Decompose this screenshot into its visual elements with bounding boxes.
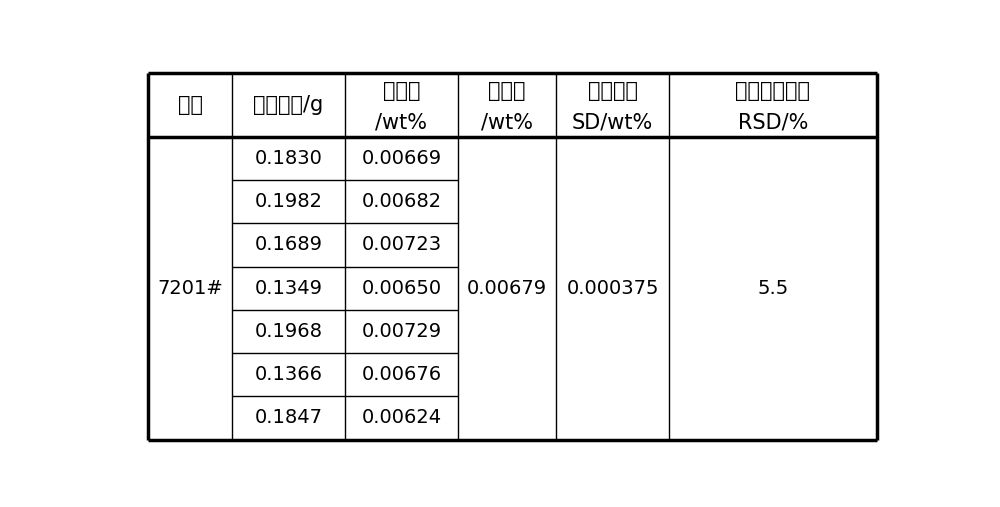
Text: 测得值: 测得值: [383, 81, 420, 100]
Text: 7201#: 7201#: [157, 279, 223, 298]
Text: 相对标准偏差: 相对标准偏差: [735, 81, 810, 100]
Text: 样品: 样品: [178, 95, 203, 115]
Text: 0.1847: 0.1847: [254, 409, 322, 427]
Text: 0.1366: 0.1366: [254, 365, 322, 384]
Text: 0.00682: 0.00682: [361, 192, 441, 211]
Text: 0.00650: 0.00650: [361, 279, 441, 298]
Text: 0.00729: 0.00729: [361, 322, 441, 341]
Text: 0.00669: 0.00669: [361, 149, 441, 168]
Text: /wt%: /wt%: [481, 113, 533, 133]
Text: 0.000375: 0.000375: [566, 279, 659, 298]
Text: 标准偏差: 标准偏差: [588, 81, 638, 100]
Text: 0.00723: 0.00723: [361, 235, 441, 255]
Text: 0.00679: 0.00679: [467, 279, 547, 298]
Text: /wt%: /wt%: [375, 113, 427, 133]
Text: 0.1968: 0.1968: [254, 322, 322, 341]
Text: 0.00624: 0.00624: [361, 409, 441, 427]
Text: 0.1982: 0.1982: [254, 192, 322, 211]
Text: 0.00676: 0.00676: [361, 365, 441, 384]
Text: 0.1830: 0.1830: [255, 149, 322, 168]
Text: 0.1689: 0.1689: [254, 235, 322, 255]
Text: 5.5: 5.5: [757, 279, 789, 298]
Text: RSD/%: RSD/%: [738, 113, 808, 133]
Text: SD/wt%: SD/wt%: [572, 113, 653, 133]
Text: 平均值: 平均值: [488, 81, 526, 100]
Text: 0.1349: 0.1349: [254, 279, 322, 298]
Text: 样品质量/g: 样品质量/g: [253, 95, 324, 115]
